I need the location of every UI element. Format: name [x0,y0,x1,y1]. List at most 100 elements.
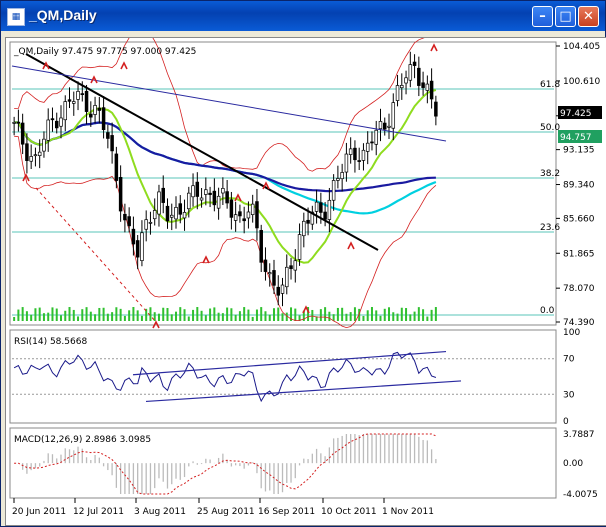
volume-bar [434,307,437,321]
fib-level-label: 61.8 [540,80,560,90]
candle-body [216,195,221,209]
candle-body [267,272,272,275]
title-bar[interactable]: ▦ _QM,Daily – □ ✕ [1,1,605,31]
candle-body [297,234,302,260]
candle-body [42,138,46,152]
candle-body [378,121,383,130]
maximize-button[interactable]: □ [555,6,576,27]
candle-body [336,178,340,181]
volume-bar [42,313,45,321]
candle-body [434,101,438,117]
bollinger-lower-line [14,135,437,329]
fractal-arrow-icon [22,173,30,182]
chart-window-icon[interactable]: ▦ [7,8,25,26]
candle-body [157,191,161,215]
maximize-icon: □ [559,9,572,24]
volume-bar [383,308,386,321]
candle-body [225,191,229,204]
time-axis-label: 20 Jun 2011 [12,507,66,517]
volume-bar [302,310,305,321]
volume-bar [362,315,365,321]
candle-body [208,192,212,195]
volume-bar [81,309,84,321]
candle-body [404,77,408,84]
volume-bar [238,311,241,321]
macd-axis-label: 0.00 [563,459,583,469]
candle-body [383,122,387,130]
candle-body [199,197,204,201]
fractal-arrow-icon [262,181,270,190]
time-axis-label: 10 Oct 2011 [321,507,377,517]
rsi-trend-upper [132,350,447,376]
candle-body [165,205,170,222]
candle-body [408,64,413,81]
volume-bar [145,308,148,321]
volume-bar [307,307,310,321]
fractal-arrow-icon [234,193,242,202]
volume-bar [59,315,62,321]
marked-price-label: 94.757 [560,133,592,143]
volume-bar [230,308,233,321]
current-price-label: 97.425 [560,109,592,119]
chart-area[interactable]: _QM,Daily 97.475 97.775 97.000 97.425 RS… [5,37,606,526]
volume-bar [192,309,195,321]
volume-bar [132,307,135,321]
candle-body [178,203,183,215]
volume-bar [328,311,331,321]
volume-bar [128,310,131,321]
candle-body [276,286,281,296]
candle-body [259,230,263,263]
volume-bar [183,309,186,321]
candle-body [123,213,127,221]
candle-body [327,199,332,220]
candle-body [50,118,55,121]
volume-bar [213,307,216,321]
volume-bar [30,314,33,321]
candle-body [374,129,378,145]
time-axis-label: 16 Sep 2011 [258,507,315,517]
close-button[interactable]: ✕ [578,6,599,27]
price-axis-label: 85.660 [563,214,595,224]
volume-bar [38,307,41,321]
volume-bar [98,307,101,321]
candle-body [319,202,323,213]
candle-body [187,192,191,210]
bollinger-upper-line [14,38,425,172]
volume-bar [319,309,322,321]
time-axis-label: 1 Nov 2011 [382,507,434,517]
candle-body [429,80,434,100]
price-axis-label: 78.070 [563,284,595,294]
fractal-arrow-icon [430,43,438,52]
candle-body [344,153,349,173]
candle-body [25,143,29,161]
candle-body [67,99,72,102]
candle-body [135,240,140,258]
volume-bar [162,307,165,321]
candle-body [400,85,404,89]
volume-bar [123,315,126,321]
candle-body [289,265,293,270]
candle-body [89,113,93,118]
rsi-axis-label: 100 [563,328,580,338]
volume-bar [55,308,58,321]
volume-bar [298,315,301,321]
volume-bar [115,307,118,321]
volume-bar [260,307,263,321]
volume-bar [349,312,352,321]
volume-bar [268,314,271,321]
candle-body [12,122,16,124]
candle-body [280,284,285,294]
candle-body [212,190,217,206]
time-axis-label: 25 Aug 2011 [197,507,255,517]
candle-body [340,172,344,180]
volume-bar [294,308,297,321]
candle-body [182,212,187,219]
minimize-button[interactable]: – [532,6,553,27]
volume-bar [251,316,254,321]
fractal-arrow-icon [90,75,98,84]
volume-bar [153,312,156,321]
price-chart-svg[interactable]: _QM,Daily 97.475 97.775 97.000 97.425 RS… [6,38,606,525]
current-price-box [558,106,602,119]
volume-bar [217,312,220,321]
candle-body [323,211,327,220]
